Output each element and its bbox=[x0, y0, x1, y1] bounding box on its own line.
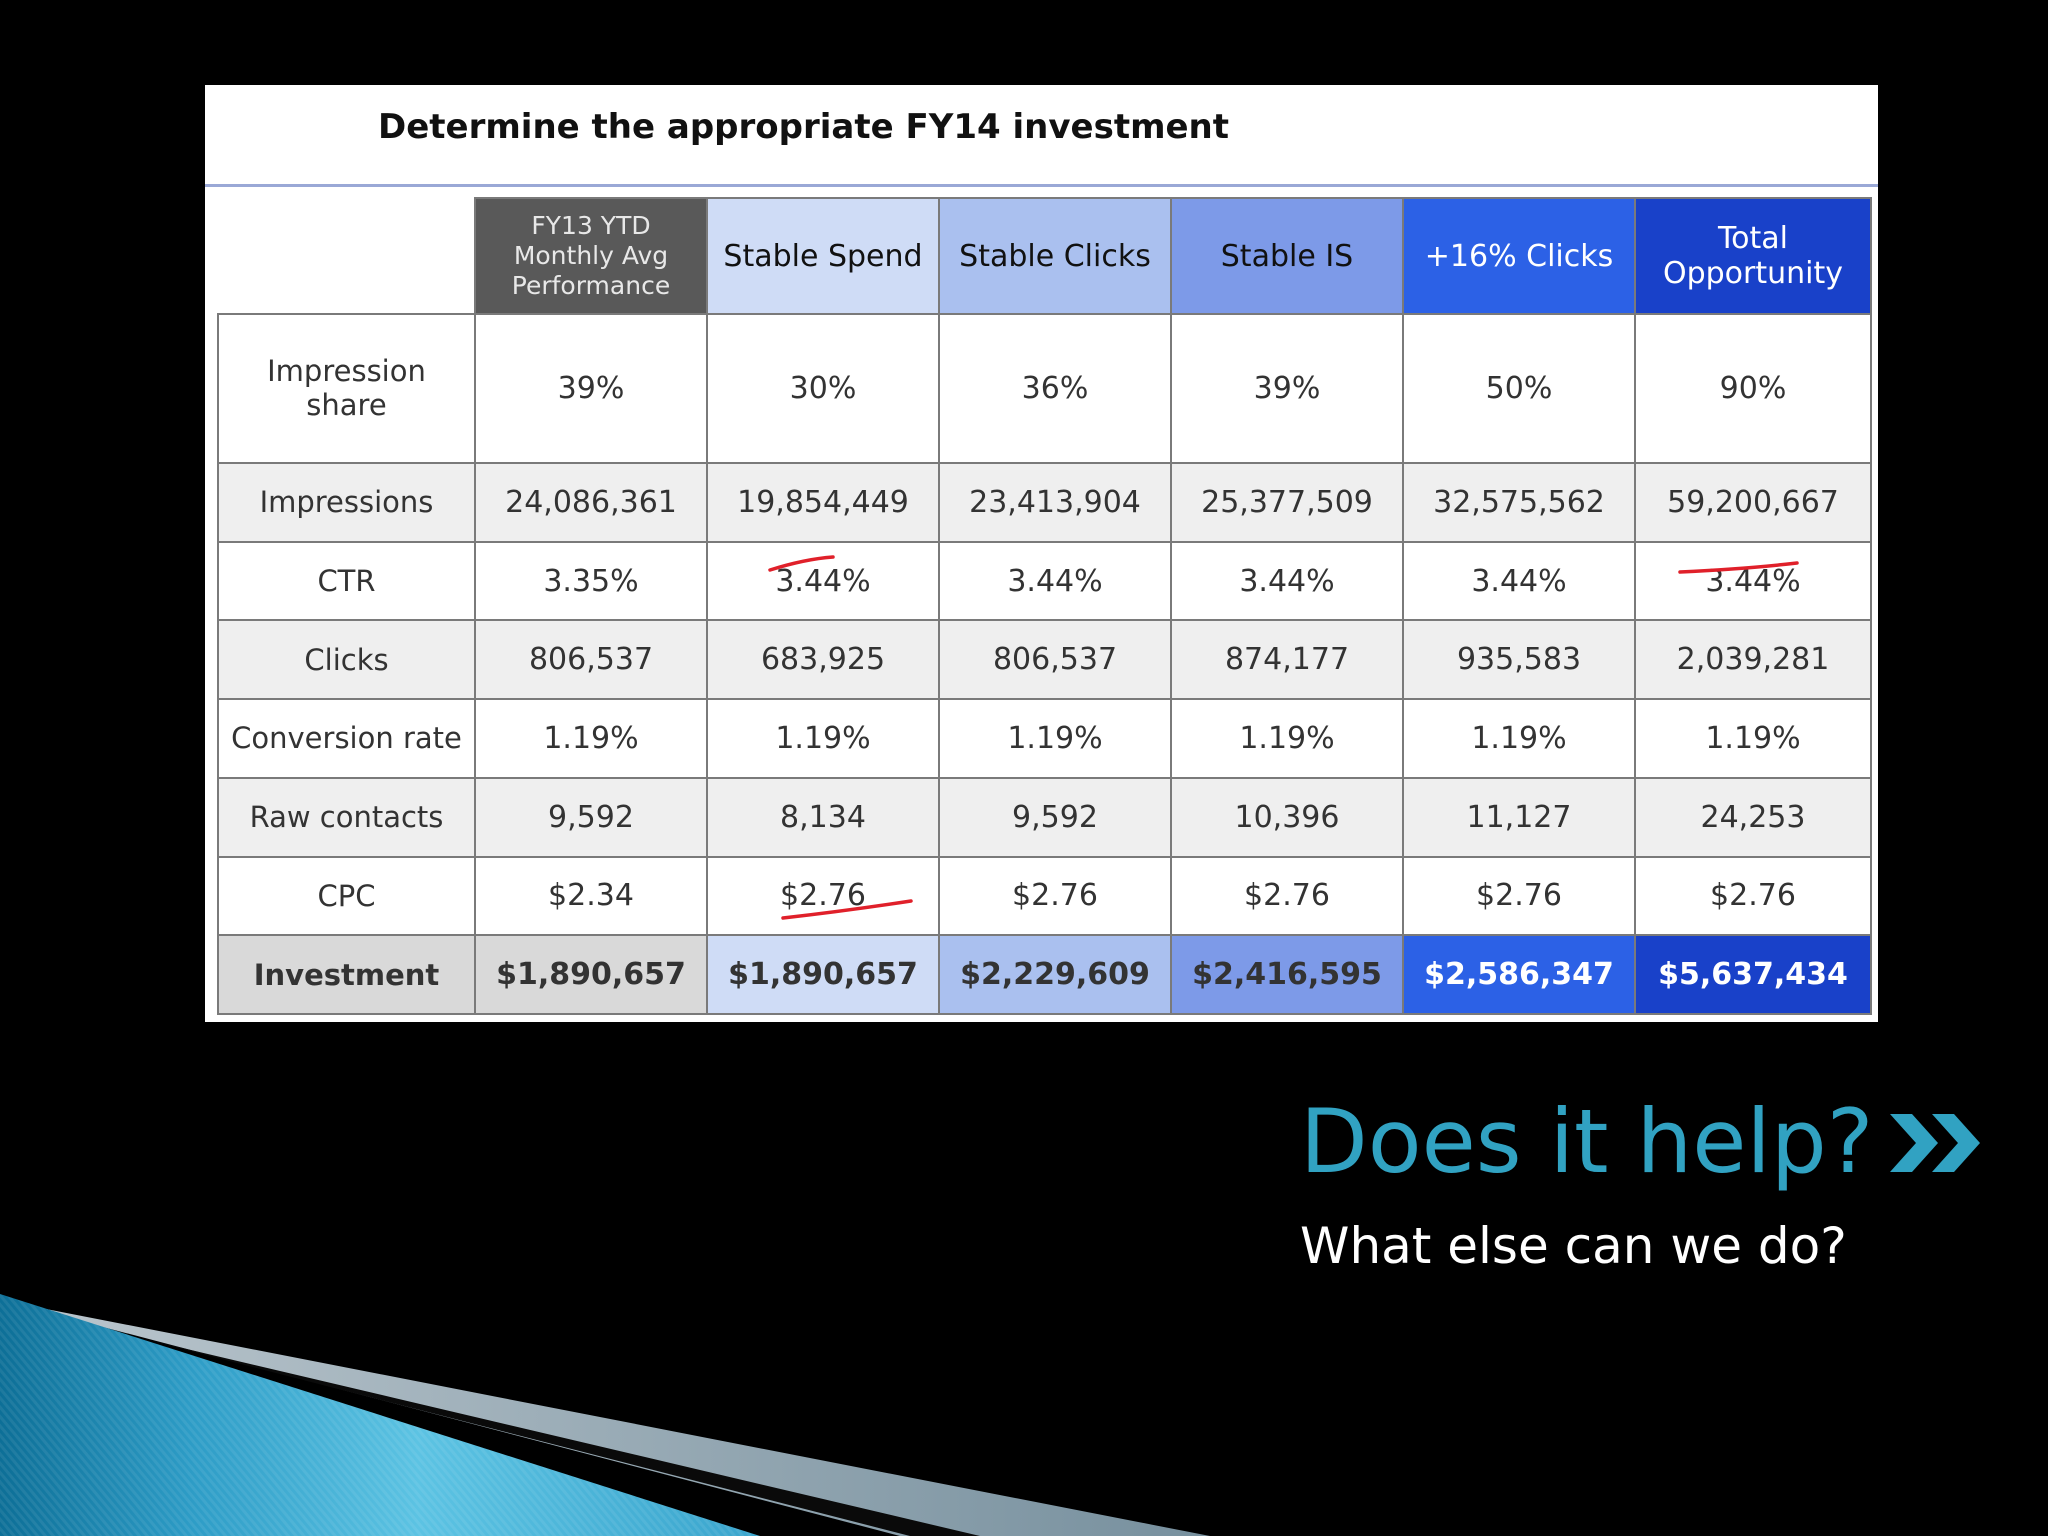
row-label: CPC bbox=[217, 855, 476, 937]
header-line: Monthly Avg bbox=[513, 241, 669, 270]
header-line: Performance bbox=[511, 271, 671, 300]
column-header-total-opportunity: Total Opportunity bbox=[1634, 197, 1872, 315]
table-row-investment: Investment $1,890,657 $1,890,657 $2,229,… bbox=[217, 934, 1872, 1015]
table-cell: 50% bbox=[1402, 313, 1636, 464]
table-cell: 683,925 bbox=[706, 619, 940, 701]
header-line: Total bbox=[1717, 221, 1789, 256]
table-cell: $2,229,609 bbox=[938, 934, 1172, 1015]
table-cell: 3.44% bbox=[1634, 540, 1872, 622]
investment-table-panel: Determine the appropriate FY14 investmen… bbox=[205, 85, 1878, 1022]
table-cell: 806,537 bbox=[474, 619, 708, 701]
header-line: Opportunity bbox=[1662, 256, 1844, 291]
table-row-clicks: Clicks 806,537 683,925 806,537 874,177 9… bbox=[217, 619, 1872, 701]
table-cell: 1.19% bbox=[706, 698, 940, 779]
table-cell: 3.44% bbox=[1402, 540, 1636, 622]
table-cell: $2.76 bbox=[1170, 855, 1404, 937]
row-label: Clicks bbox=[217, 619, 476, 701]
investment-table: FY13 YTD Monthly Avg Performance Stable Sp… bbox=[217, 197, 1872, 1015]
row-label: Raw contacts bbox=[217, 776, 476, 858]
table-title: Determine the appropriate FY14 investmen… bbox=[205, 85, 1878, 187]
table-cell: 2,039,281 bbox=[1634, 619, 1872, 701]
table-cell: 874,177 bbox=[1170, 619, 1404, 701]
table-cell: 806,537 bbox=[938, 619, 1172, 701]
table-cell: $2,586,347 bbox=[1402, 934, 1636, 1015]
table-cell: 11,127 bbox=[1402, 776, 1636, 858]
table-cell: 9,592 bbox=[938, 776, 1172, 858]
table-cell: 32,575,562 bbox=[1402, 461, 1636, 543]
table-cell: 36% bbox=[938, 313, 1172, 464]
table-cell: 23,413,904 bbox=[938, 461, 1172, 543]
table-cell: 1.19% bbox=[1634, 698, 1872, 779]
table-cell: 1.19% bbox=[474, 698, 708, 779]
table-cell: 935,583 bbox=[1402, 619, 1636, 701]
slide-subheading: What else can we do? bbox=[1300, 1217, 1847, 1275]
column-header-stable-spend: Stable Spend bbox=[706, 197, 940, 315]
table-cell: 3.44% bbox=[1170, 540, 1404, 622]
table-cell: 8,134 bbox=[706, 776, 940, 858]
table-cell: $2.76 bbox=[1634, 855, 1872, 937]
row-label: Impression share bbox=[217, 313, 476, 464]
corner-header-cell bbox=[217, 197, 476, 315]
double-chevron-right-icon[interactable] bbox=[1890, 1114, 1985, 1172]
table-cell: 24,253 bbox=[1634, 776, 1872, 858]
table-cell: 59,200,667 bbox=[1634, 461, 1872, 543]
table-cell: 3.44% bbox=[706, 540, 940, 622]
table-cell: $2.76 bbox=[1402, 855, 1636, 937]
table-cell: $1,890,657 bbox=[706, 934, 940, 1015]
row-label: CTR bbox=[217, 540, 476, 622]
table-row-ctr: CTR 3.35% 3.44% 3.44% 3.44% 3.44% 3.44% bbox=[217, 540, 1872, 622]
table-row-raw-contacts: Raw contacts 9,592 8,134 9,592 10,396 11… bbox=[217, 776, 1872, 858]
table-cell: 30% bbox=[706, 313, 940, 464]
blue-swoosh-texture bbox=[0, 1294, 760, 1536]
table-cell: 3.35% bbox=[474, 540, 708, 622]
column-header-stable-is: Stable IS bbox=[1170, 197, 1404, 315]
table-header-row: FY13 YTD Monthly Avg Performance Stable Sp… bbox=[217, 197, 1872, 315]
row-label-line: Impression bbox=[267, 354, 426, 389]
table-cell: 39% bbox=[474, 313, 708, 464]
table-cell: 25,377,509 bbox=[1170, 461, 1404, 543]
table-cell: 90% bbox=[1634, 313, 1872, 464]
table-row-impression-share: Impression share 39% 30% 36% 39% 50% 90% bbox=[217, 313, 1872, 464]
table-cell: 10,396 bbox=[1170, 776, 1404, 858]
table-cell: 24,086,361 bbox=[474, 461, 708, 543]
table-cell: 1.19% bbox=[938, 698, 1172, 779]
table-cell: 1.19% bbox=[1402, 698, 1636, 779]
steel-swoosh-shape bbox=[0, 1300, 1210, 1536]
row-label: Impressions bbox=[217, 461, 476, 543]
table-cell: 9,592 bbox=[474, 776, 708, 858]
slide-heading: Does it help? bbox=[1300, 1090, 1874, 1193]
table-cell: $5,637,434 bbox=[1634, 934, 1872, 1015]
row-label-line: share bbox=[306, 388, 387, 423]
column-header-fy13: FY13 YTD Monthly Avg Performance bbox=[474, 197, 708, 315]
table-row-cpc: CPC $2.34 $2.76 $2.76 $2.76 $2.76 $2.76 bbox=[217, 855, 1872, 937]
table-cell: 19,854,449 bbox=[706, 461, 940, 543]
row-label: Investment bbox=[217, 934, 476, 1015]
row-label: Conversion rate bbox=[217, 698, 476, 779]
table-cell: $1,890,657 bbox=[474, 934, 708, 1015]
table-cell: 39% bbox=[1170, 313, 1404, 464]
table-cell: $2.34 bbox=[474, 855, 708, 937]
dark-swoosh-line bbox=[140, 1338, 980, 1536]
column-header-stable-clicks: Stable Clicks bbox=[938, 197, 1172, 315]
table-cell: $2.76 bbox=[938, 855, 1172, 937]
table-cell: 1.19% bbox=[1170, 698, 1404, 779]
column-header-plus16-clicks: +16% Clicks bbox=[1402, 197, 1636, 315]
header-line: FY13 YTD bbox=[531, 211, 651, 240]
table-row-conversion-rate: Conversion rate 1.19% 1.19% 1.19% 1.19% … bbox=[217, 698, 1872, 779]
table-cell: $2,416,595 bbox=[1170, 934, 1404, 1015]
table-cell: 3.44% bbox=[938, 540, 1172, 622]
table-cell: $2.76 bbox=[706, 855, 940, 937]
table-row-impressions: Impressions 24,086,361 19,854,449 23,413… bbox=[217, 461, 1872, 543]
